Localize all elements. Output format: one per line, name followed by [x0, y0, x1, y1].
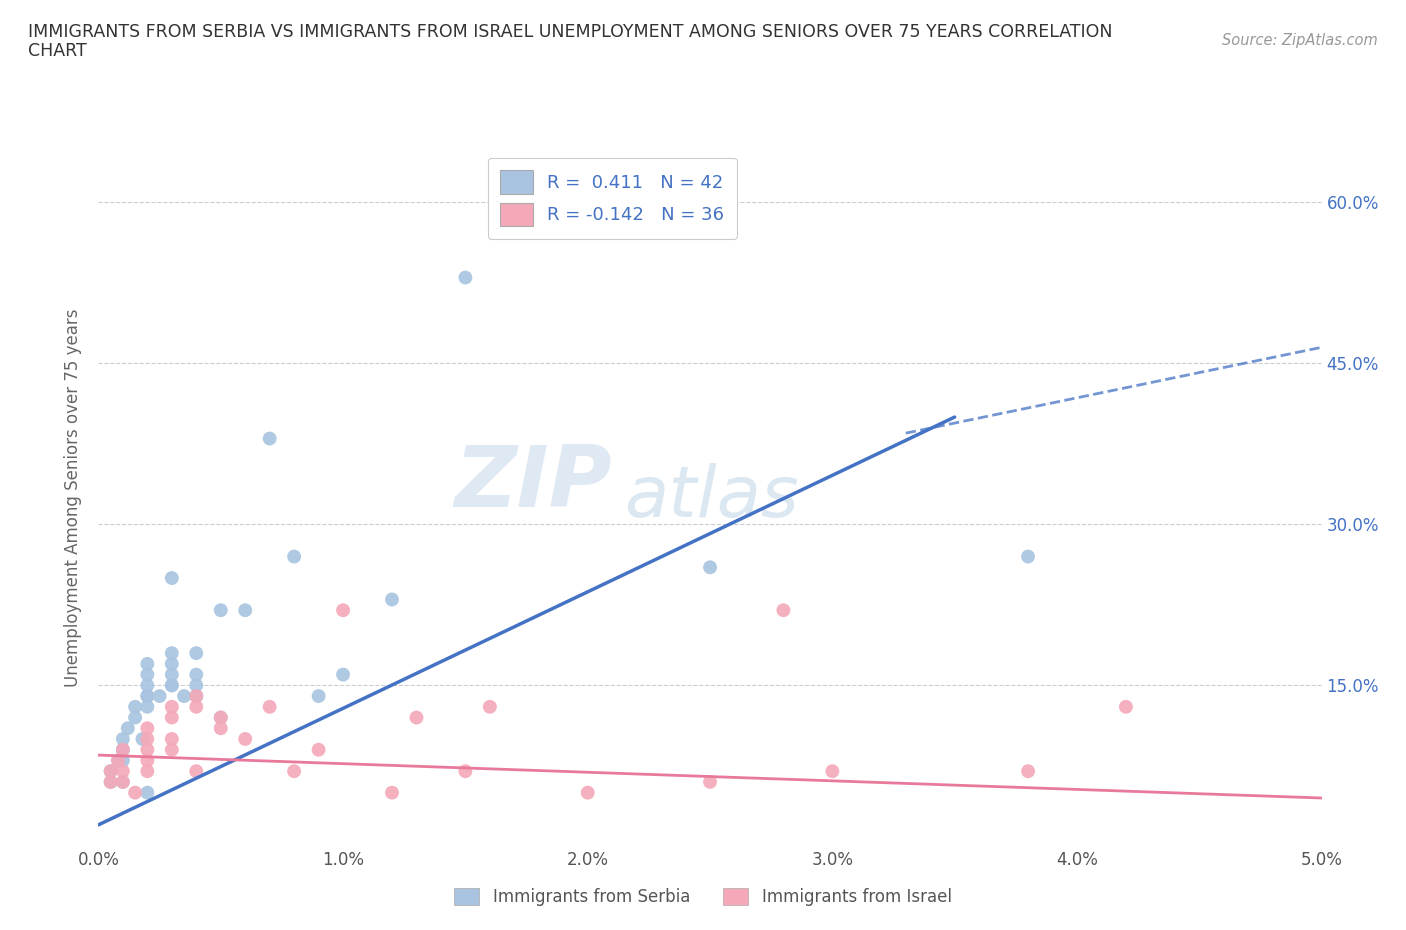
Point — [160, 678, 183, 693]
Point — [186, 699, 208, 714]
Legend: Immigrants from Serbia, Immigrants from Israel: Immigrants from Serbia, Immigrants from … — [447, 881, 959, 912]
Point — [283, 549, 305, 564]
Point — [259, 432, 281, 446]
Text: ZIP: ZIP — [454, 442, 612, 525]
Point — [454, 270, 477, 285]
Point — [136, 688, 159, 703]
Point — [699, 560, 721, 575]
Point — [454, 764, 477, 778]
Point — [160, 571, 183, 586]
Point — [405, 711, 427, 725]
Point — [308, 742, 330, 757]
Point — [136, 699, 159, 714]
Point — [381, 785, 404, 800]
Text: atlas: atlas — [624, 463, 799, 532]
Point — [111, 732, 134, 747]
Point — [576, 785, 599, 800]
Point — [821, 764, 844, 778]
Point — [136, 742, 159, 757]
Point — [100, 764, 122, 778]
Point — [117, 721, 139, 736]
Point — [186, 667, 208, 682]
Point — [111, 742, 134, 757]
Point — [136, 732, 159, 747]
Point — [107, 753, 129, 768]
Point — [209, 711, 232, 725]
Point — [111, 742, 134, 757]
Point — [160, 667, 183, 682]
Point — [160, 732, 183, 747]
Point — [136, 667, 159, 682]
Text: IMMIGRANTS FROM SERBIA VS IMMIGRANTS FROM ISRAEL UNEMPLOYMENT AMONG SENIORS OVER: IMMIGRANTS FROM SERBIA VS IMMIGRANTS FRO… — [28, 23, 1112, 41]
Point — [160, 645, 183, 660]
Point — [332, 667, 354, 682]
Point — [186, 688, 208, 703]
Point — [478, 699, 501, 714]
Point — [136, 688, 159, 703]
Point — [772, 603, 794, 618]
Point — [136, 785, 159, 800]
Point — [111, 775, 134, 790]
Point — [131, 732, 153, 747]
Point — [381, 592, 404, 607]
Point — [100, 775, 122, 790]
Point — [160, 711, 183, 725]
Text: CHART: CHART — [28, 42, 87, 60]
Point — [233, 603, 256, 618]
Point — [186, 678, 208, 693]
Point — [173, 688, 195, 703]
Point — [111, 764, 134, 778]
Point — [111, 775, 134, 790]
Point — [100, 775, 122, 790]
Point — [308, 688, 330, 703]
Point — [136, 678, 159, 693]
Point — [186, 764, 208, 778]
Point — [160, 742, 183, 757]
Point — [1017, 764, 1039, 778]
Point — [1017, 549, 1039, 564]
Point — [160, 699, 183, 714]
Point — [124, 785, 146, 800]
Y-axis label: Unemployment Among Seniors over 75 years: Unemployment Among Seniors over 75 years — [65, 309, 83, 686]
Point — [136, 764, 159, 778]
Point — [100, 764, 122, 778]
Text: Source: ZipAtlas.com: Source: ZipAtlas.com — [1222, 33, 1378, 47]
Point — [209, 721, 232, 736]
Point — [186, 645, 208, 660]
Point — [124, 711, 146, 725]
Point — [160, 657, 183, 671]
Point — [124, 699, 146, 714]
Point — [111, 753, 134, 768]
Point — [149, 688, 172, 703]
Point — [186, 688, 208, 703]
Point — [332, 603, 354, 618]
Point — [209, 711, 232, 725]
Point — [233, 732, 256, 747]
Point — [283, 764, 305, 778]
Point — [259, 699, 281, 714]
Point — [160, 678, 183, 693]
Point — [136, 657, 159, 671]
Point — [111, 742, 134, 757]
Point — [136, 721, 159, 736]
Point — [699, 775, 721, 790]
Point — [209, 603, 232, 618]
Point — [136, 753, 159, 768]
Point — [107, 753, 129, 768]
Point — [1115, 699, 1137, 714]
Legend: R =  0.411   N = 42, R = -0.142   N = 36: R = 0.411 N = 42, R = -0.142 N = 36 — [488, 158, 737, 238]
